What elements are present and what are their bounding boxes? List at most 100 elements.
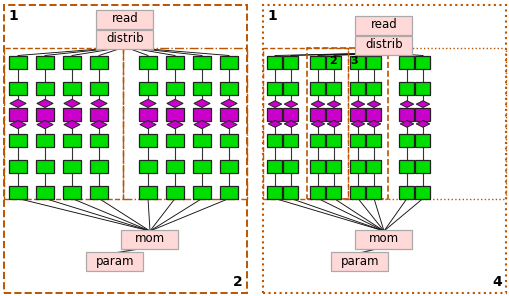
FancyBboxPatch shape bbox=[36, 160, 54, 173]
Polygon shape bbox=[37, 99, 53, 107]
Polygon shape bbox=[284, 101, 297, 107]
FancyBboxPatch shape bbox=[366, 107, 381, 120]
FancyBboxPatch shape bbox=[355, 15, 412, 35]
FancyBboxPatch shape bbox=[9, 160, 27, 173]
FancyBboxPatch shape bbox=[415, 56, 430, 68]
Text: 2: 2 bbox=[329, 56, 336, 66]
Polygon shape bbox=[284, 120, 297, 127]
FancyBboxPatch shape bbox=[96, 30, 153, 49]
Polygon shape bbox=[327, 101, 340, 107]
FancyBboxPatch shape bbox=[283, 56, 298, 68]
FancyBboxPatch shape bbox=[9, 81, 27, 94]
Polygon shape bbox=[351, 120, 364, 127]
FancyBboxPatch shape bbox=[139, 133, 157, 147]
FancyBboxPatch shape bbox=[267, 186, 282, 199]
Text: read: read bbox=[370, 18, 397, 31]
Polygon shape bbox=[91, 99, 107, 107]
FancyBboxPatch shape bbox=[283, 133, 298, 147]
FancyBboxPatch shape bbox=[36, 56, 54, 68]
FancyBboxPatch shape bbox=[350, 160, 365, 173]
FancyBboxPatch shape bbox=[192, 81, 211, 94]
FancyBboxPatch shape bbox=[63, 133, 81, 147]
Text: distrib: distrib bbox=[364, 38, 402, 52]
FancyBboxPatch shape bbox=[192, 133, 211, 147]
FancyBboxPatch shape bbox=[399, 81, 414, 94]
Text: 1: 1 bbox=[267, 9, 276, 23]
Polygon shape bbox=[166, 120, 183, 129]
Bar bbox=[4, 48, 123, 199]
Text: 2: 2 bbox=[233, 275, 242, 289]
FancyBboxPatch shape bbox=[139, 56, 157, 68]
FancyBboxPatch shape bbox=[219, 56, 238, 68]
FancyBboxPatch shape bbox=[267, 133, 282, 147]
Polygon shape bbox=[139, 99, 156, 107]
FancyBboxPatch shape bbox=[399, 56, 414, 68]
Polygon shape bbox=[139, 120, 156, 129]
FancyBboxPatch shape bbox=[415, 133, 430, 147]
FancyBboxPatch shape bbox=[366, 81, 381, 94]
Polygon shape bbox=[91, 120, 107, 129]
FancyBboxPatch shape bbox=[267, 81, 282, 94]
FancyBboxPatch shape bbox=[415, 81, 430, 94]
FancyBboxPatch shape bbox=[9, 56, 27, 68]
Polygon shape bbox=[193, 99, 210, 107]
FancyBboxPatch shape bbox=[90, 56, 108, 68]
FancyBboxPatch shape bbox=[63, 56, 81, 68]
FancyBboxPatch shape bbox=[350, 186, 365, 199]
FancyBboxPatch shape bbox=[139, 81, 157, 94]
FancyBboxPatch shape bbox=[350, 81, 365, 94]
FancyBboxPatch shape bbox=[310, 186, 325, 199]
FancyBboxPatch shape bbox=[415, 186, 430, 199]
FancyBboxPatch shape bbox=[326, 81, 341, 94]
FancyBboxPatch shape bbox=[139, 160, 157, 173]
Text: 3: 3 bbox=[349, 56, 357, 66]
FancyBboxPatch shape bbox=[310, 133, 325, 147]
FancyBboxPatch shape bbox=[399, 160, 414, 173]
Bar bbox=[306, 48, 387, 199]
Text: read: read bbox=[111, 12, 138, 25]
FancyBboxPatch shape bbox=[139, 186, 157, 199]
FancyBboxPatch shape bbox=[96, 9, 153, 28]
FancyBboxPatch shape bbox=[326, 133, 341, 147]
Polygon shape bbox=[64, 99, 80, 107]
Polygon shape bbox=[351, 101, 364, 107]
Polygon shape bbox=[366, 120, 380, 127]
FancyBboxPatch shape bbox=[350, 107, 365, 120]
Polygon shape bbox=[400, 120, 413, 127]
FancyBboxPatch shape bbox=[63, 107, 81, 120]
FancyBboxPatch shape bbox=[219, 81, 238, 94]
FancyBboxPatch shape bbox=[310, 56, 325, 68]
Text: mom: mom bbox=[135, 232, 165, 245]
Polygon shape bbox=[220, 99, 237, 107]
Text: distrib: distrib bbox=[106, 33, 144, 46]
FancyBboxPatch shape bbox=[326, 160, 341, 173]
Polygon shape bbox=[415, 120, 429, 127]
FancyBboxPatch shape bbox=[331, 252, 388, 271]
Polygon shape bbox=[64, 120, 80, 129]
Polygon shape bbox=[220, 120, 237, 129]
FancyBboxPatch shape bbox=[9, 186, 27, 199]
FancyBboxPatch shape bbox=[415, 160, 430, 173]
FancyBboxPatch shape bbox=[36, 133, 54, 147]
Polygon shape bbox=[37, 120, 53, 129]
FancyBboxPatch shape bbox=[310, 160, 325, 173]
Polygon shape bbox=[327, 120, 340, 127]
FancyBboxPatch shape bbox=[87, 252, 143, 271]
FancyBboxPatch shape bbox=[310, 81, 325, 94]
Text: 1: 1 bbox=[8, 9, 18, 23]
FancyBboxPatch shape bbox=[219, 160, 238, 173]
FancyBboxPatch shape bbox=[355, 229, 412, 249]
Text: param: param bbox=[340, 255, 379, 268]
Bar bbox=[347, 48, 505, 199]
FancyBboxPatch shape bbox=[415, 107, 430, 120]
FancyBboxPatch shape bbox=[165, 133, 184, 147]
FancyBboxPatch shape bbox=[219, 186, 238, 199]
FancyBboxPatch shape bbox=[139, 107, 157, 120]
FancyBboxPatch shape bbox=[90, 133, 108, 147]
FancyBboxPatch shape bbox=[267, 56, 282, 68]
Bar bbox=[4, 5, 246, 293]
Text: 4: 4 bbox=[491, 275, 501, 289]
FancyBboxPatch shape bbox=[283, 186, 298, 199]
FancyBboxPatch shape bbox=[90, 186, 108, 199]
Polygon shape bbox=[166, 99, 183, 107]
